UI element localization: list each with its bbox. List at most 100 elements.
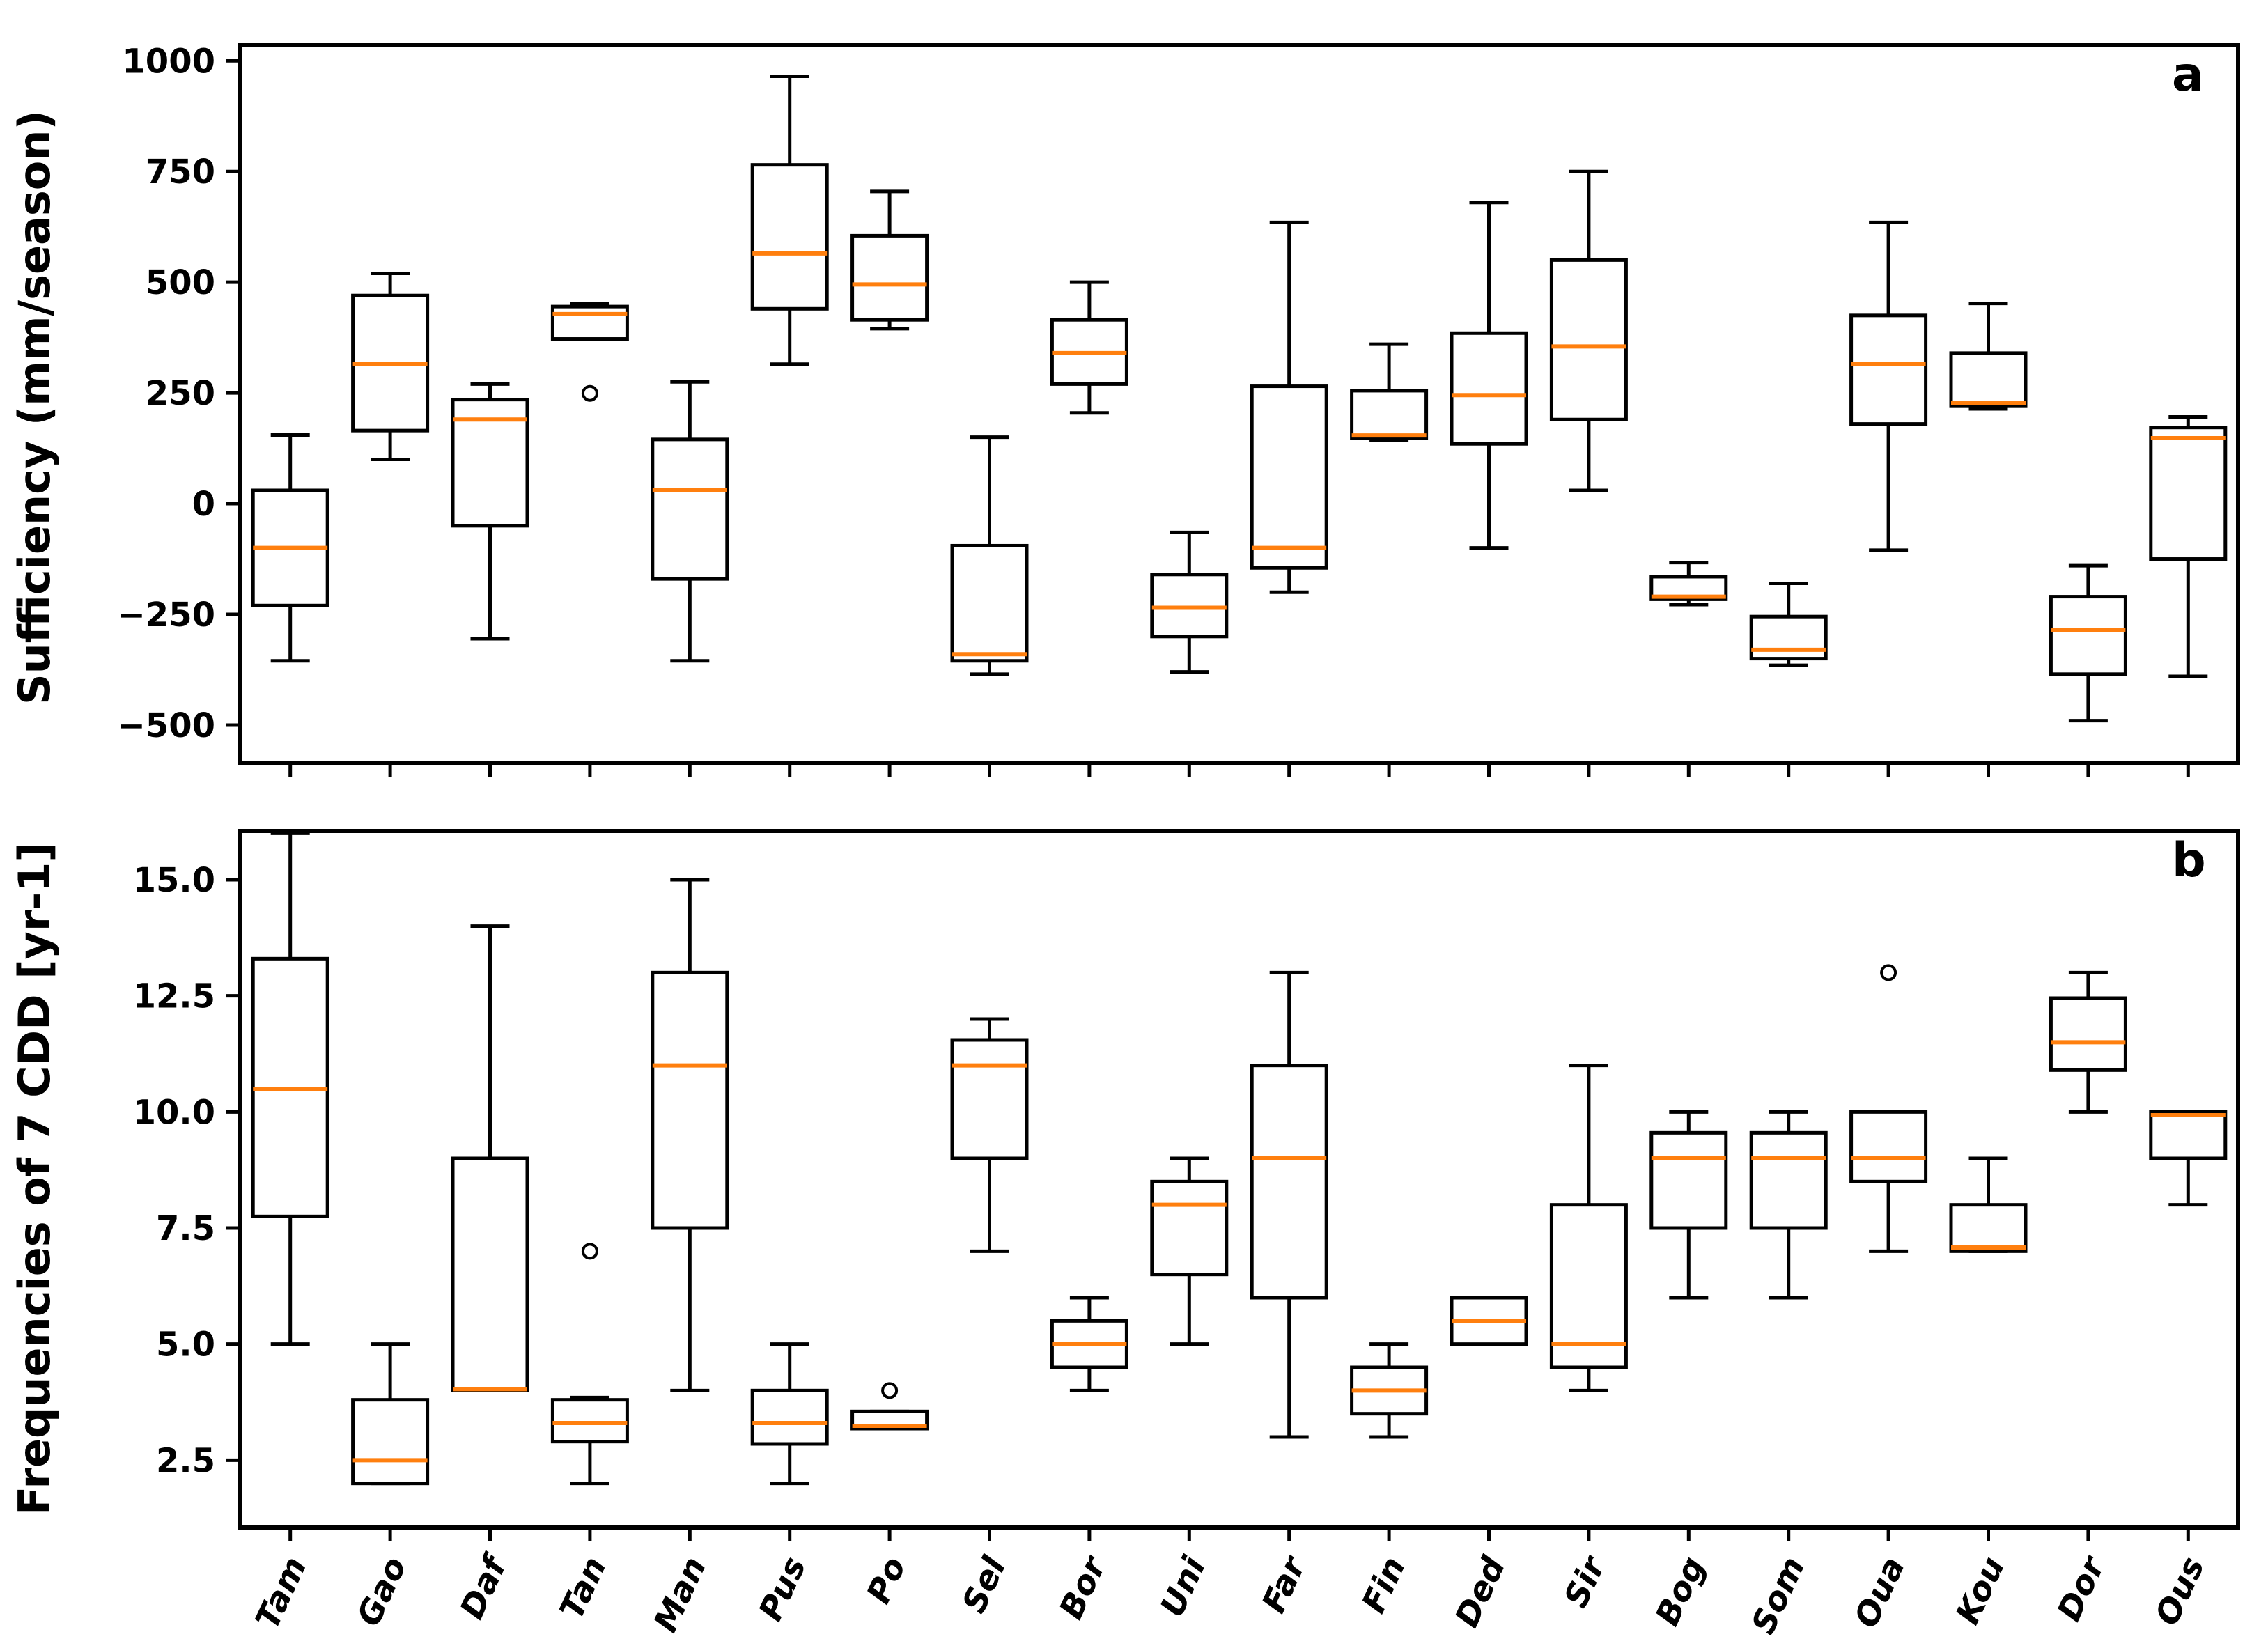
box-a-Sir	[1549, 169, 1628, 492]
iqr-box	[550, 1398, 629, 1444]
box-b-Gao	[351, 1342, 430, 1486]
x-tick-label: Oua	[1847, 1551, 1913, 1634]
box-b-Sir	[1549, 1064, 1628, 1392]
iqr-box	[850, 233, 929, 322]
iqr-box	[1549, 258, 1628, 421]
y-tick-label: 15.0	[133, 861, 215, 900]
x-tick-label: Ous	[2147, 1551, 2212, 1631]
box-a-Sel	[950, 435, 1029, 676]
box-b-Tam	[251, 831, 329, 1346]
iqr-box	[2149, 1110, 2228, 1160]
box-b-Ded	[1450, 1296, 1528, 1346]
outlier-point	[1880, 964, 1897, 981]
outlier-point	[581, 384, 598, 402]
y-tick-label: 750	[146, 153, 215, 192]
axes-frame-a	[238, 43, 2240, 765]
x-tick-label: Dor	[2050, 1549, 2113, 1626]
iqr-box	[1350, 389, 1429, 440]
iqr-box	[1949, 351, 2028, 408]
box-b-Pus	[750, 1342, 829, 1486]
box-b-Uni	[1150, 1156, 1229, 1346]
iqr-box	[651, 970, 729, 1230]
x-tick-label: Sel	[955, 1550, 1014, 1619]
box-b-Daf	[451, 924, 529, 1392]
x-tick-label: Bog	[1648, 1551, 1713, 1631]
x-tick-label: Bor	[1052, 1549, 1114, 1625]
x-tick-label: Fin	[1355, 1551, 1413, 1619]
outlier-point	[581, 1243, 598, 1260]
box-b-Po	[850, 1382, 929, 1431]
box-a-Far	[1250, 220, 1328, 594]
box-a-Bog	[1649, 561, 1728, 607]
iqr-box	[1250, 384, 1328, 570]
box-a-Ous	[2149, 414, 2228, 678]
y-tick-label: −250	[118, 596, 215, 635]
box-b-Sel	[950, 1017, 1029, 1253]
box-b-Bor	[1050, 1296, 1128, 1392]
box-b-Bog	[1649, 1110, 1728, 1300]
y-tick-label: 2.5	[156, 1441, 215, 1480]
x-tick-label: Tan	[552, 1551, 614, 1625]
iqr-box	[1150, 1179, 1229, 1277]
iqr-box	[2049, 595, 2127, 676]
y-tick-label: 0	[192, 485, 215, 524]
box-b-Far	[1250, 970, 1328, 1439]
y-tick-label: −500	[118, 706, 215, 745]
y-tick-label: 5.0	[156, 1326, 215, 1365]
x-tick-label: Pus	[752, 1551, 814, 1627]
panel-a-letter: a	[2172, 47, 2204, 102]
iqr-box	[1749, 614, 1828, 661]
iqr-box	[451, 1156, 529, 1392]
box-a-Dor	[2049, 563, 2127, 723]
panel-b-letter: b	[2172, 833, 2206, 888]
box-b-Oua	[1849, 964, 1928, 1253]
iqr-box	[651, 437, 729, 581]
box-a-Som	[1749, 582, 1828, 667]
iqr-box	[351, 1398, 430, 1486]
box-a-Ded	[1450, 201, 1528, 550]
panel-b: 15.0 12.5 10.0 7.5 5.0 2.5 Tam Gao Daf Tan Man Pus P…	[133, 829, 2240, 1640]
y-tick-label: 500	[146, 263, 215, 302]
box-a-Man	[651, 380, 729, 663]
box-a-Po	[850, 189, 929, 331]
x-tick-label: Man	[646, 1551, 714, 1638]
box-b-Fin	[1350, 1342, 1429, 1439]
box-b-Ous	[2149, 1110, 2228, 1207]
box-b-Tan	[550, 1243, 629, 1486]
iqr-box	[1250, 1064, 1328, 1300]
box-a-Kou	[1949, 302, 2028, 411]
box-a-Oua	[1849, 220, 1928, 552]
y-tick-label: 1000	[122, 42, 215, 81]
iqr-box	[2149, 426, 2228, 561]
box-a-Bor	[1050, 280, 1128, 415]
iqr-box	[750, 163, 829, 311]
outlier-point	[881, 1382, 899, 1399]
x-tick-label: Po	[860, 1551, 914, 1610]
x-tick-label: Gao	[350, 1551, 414, 1632]
iqr-box	[1849, 313, 1928, 426]
box-a-Daf	[451, 382, 529, 641]
iqr-box	[950, 543, 1029, 663]
box-a-Uni	[1150, 530, 1229, 674]
iqr-box	[1749, 1130, 1828, 1230]
iqr-box	[1649, 1130, 1728, 1230]
box-a-Fin	[1350, 342, 1429, 442]
x-tick-label: Far	[1255, 1549, 1314, 1619]
box-a-Pus	[750, 75, 829, 366]
iqr-box	[550, 304, 629, 341]
y-tick-label: 12.5	[133, 977, 215, 1016]
panel-a: 1000 750 500 250 0 −250 −500	[118, 42, 2240, 777]
iqr-box	[1450, 331, 1528, 446]
box-b-Man	[651, 878, 729, 1392]
x-tick-label: Som	[1744, 1551, 1813, 1640]
iqr-box	[950, 1038, 1029, 1160]
iqr-box	[1849, 1110, 1928, 1183]
x-tick-label: Ded	[1447, 1550, 1514, 1633]
x-tick-label: Uni	[1153, 1550, 1213, 1623]
iqr-box	[1949, 1203, 2028, 1253]
iqr-box	[1150, 573, 1229, 639]
x-tick-label: Sir	[1557, 1549, 1614, 1613]
box-a-Gao	[351, 271, 430, 461]
